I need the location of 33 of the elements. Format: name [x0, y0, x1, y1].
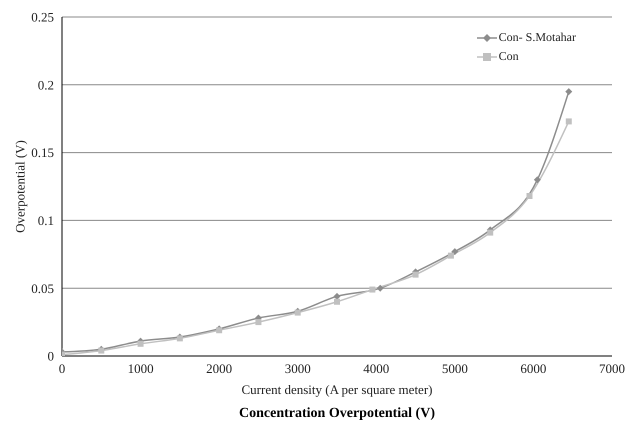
x-tick-label: 1000 [128, 361, 154, 376]
y-tick-label: 0 [48, 348, 54, 364]
point [526, 192, 532, 199]
y-tick-label: 0.05 [31, 280, 54, 296]
point [138, 340, 144, 347]
point [566, 118, 572, 124]
point [448, 252, 454, 259]
y-tick-label: 0.2 [38, 77, 54, 92]
x-tick-label: 2000 [206, 361, 232, 376]
y-tick-label: 0.1 [38, 213, 54, 228]
x-tick-label: 0 [58, 361, 66, 376]
legend-label: Con [498, 49, 519, 64]
point [376, 284, 384, 292]
x-tick-label: 6000 [520, 361, 546, 376]
point [412, 272, 419, 278]
x-tick-label: 3000 [284, 361, 311, 376]
point [369, 286, 376, 293]
point [255, 319, 262, 326]
x-tick-label: 5000 [442, 361, 468, 376]
x-axis-title: Current density (A per square meter) [242, 382, 432, 397]
y-tick-label: 0.15 [31, 145, 54, 160]
text: Concentration Overpotential (V) [238, 406, 436, 422]
point [565, 88, 572, 96]
point [451, 248, 458, 256]
point [487, 230, 494, 236]
x-tick-label: 7000 [599, 361, 625, 376]
legend-label: Con- S.Motahar [498, 30, 576, 45]
x-tick-label: 4000 [363, 361, 390, 376]
point [334, 298, 340, 305]
y-axis-title: Overpotential (V) [12, 140, 28, 233]
point [334, 292, 340, 300]
y-tick-label: 0.25 [31, 10, 54, 25]
point [534, 176, 541, 184]
